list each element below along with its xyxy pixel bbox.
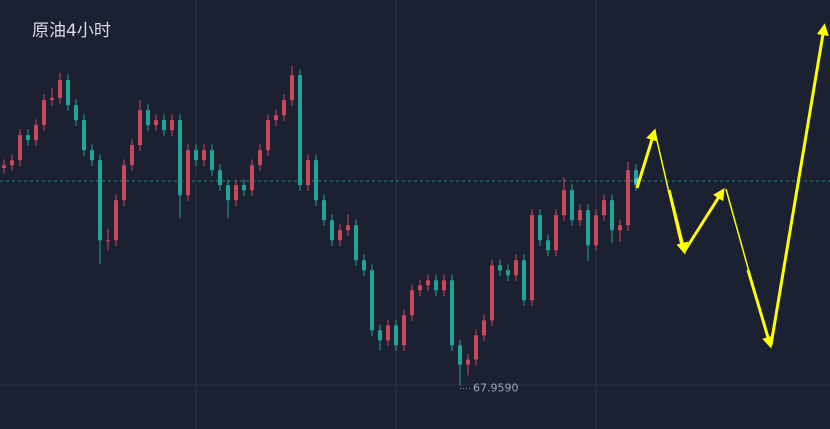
candle-body bbox=[322, 200, 326, 221]
candle-body bbox=[122, 165, 126, 201]
candle-body bbox=[298, 75, 302, 186]
candle-body bbox=[410, 290, 414, 316]
candle-body bbox=[362, 260, 366, 271]
candle-body bbox=[482, 320, 486, 336]
candle-body bbox=[634, 170, 638, 186]
candle-body bbox=[106, 240, 110, 242]
candle-body bbox=[226, 185, 230, 201]
candle-body bbox=[522, 260, 526, 301]
candle-body bbox=[234, 185, 238, 201]
candle-body bbox=[434, 280, 438, 291]
candle-body bbox=[98, 160, 102, 241]
candle-body bbox=[290, 75, 294, 101]
candle-body bbox=[2, 165, 6, 169]
candle-body bbox=[266, 120, 270, 151]
candle-body bbox=[346, 225, 350, 231]
candle-body bbox=[114, 200, 118, 241]
candle-body bbox=[50, 97, 54, 101]
candle-body bbox=[10, 160, 14, 166]
candle-body bbox=[442, 280, 446, 291]
candle-body bbox=[138, 110, 142, 146]
candle-body bbox=[90, 150, 94, 161]
candle-body bbox=[18, 135, 22, 161]
candle-body bbox=[330, 220, 334, 241]
candles bbox=[2, 65, 638, 386]
candle-body bbox=[242, 185, 246, 191]
candle-body bbox=[578, 210, 582, 221]
candle-body bbox=[66, 80, 70, 106]
forecast-arrows bbox=[635, 23, 829, 349]
candle-body bbox=[586, 210, 590, 246]
candle-body bbox=[378, 330, 382, 341]
candle-body bbox=[538, 215, 542, 241]
candle-body bbox=[530, 215, 534, 301]
candle-body bbox=[210, 150, 214, 171]
candle-body bbox=[426, 280, 430, 286]
candle-body bbox=[514, 260, 518, 276]
candle-body bbox=[490, 265, 494, 321]
candle-body bbox=[594, 215, 598, 246]
candle-body bbox=[34, 125, 38, 141]
candle-body bbox=[258, 150, 262, 166]
candle-body bbox=[194, 150, 198, 161]
candle-body bbox=[466, 359, 470, 365]
candle-body bbox=[338, 230, 342, 241]
candle-body bbox=[146, 110, 150, 126]
candle-body bbox=[602, 200, 606, 216]
candle-body bbox=[546, 240, 550, 251]
candle-body bbox=[202, 150, 206, 161]
candle-body bbox=[218, 170, 222, 186]
candle-body bbox=[418, 285, 422, 291]
candle-body bbox=[162, 120, 166, 131]
candle-body bbox=[250, 165, 254, 191]
candle-body bbox=[506, 270, 510, 276]
candle-body bbox=[26, 135, 30, 141]
candle-body bbox=[314, 160, 318, 201]
candle-body bbox=[562, 190, 566, 216]
candle-body bbox=[570, 190, 574, 221]
candle-body bbox=[74, 105, 78, 121]
candle-body bbox=[386, 325, 390, 341]
candle-body bbox=[626, 170, 630, 226]
candle-body bbox=[130, 145, 134, 166]
candle-body bbox=[402, 315, 406, 346]
candle-body bbox=[282, 100, 286, 116]
candle-body bbox=[154, 120, 158, 126]
candle-body bbox=[474, 335, 478, 360]
candle-body bbox=[618, 225, 622, 231]
min-label: 67.9590 bbox=[473, 381, 519, 394]
candle-body bbox=[610, 200, 614, 231]
candle-body bbox=[178, 120, 182, 196]
candle-body bbox=[394, 325, 398, 346]
candle-body bbox=[498, 265, 502, 271]
candle-body bbox=[554, 215, 558, 251]
candle-body bbox=[186, 150, 190, 196]
candle-body bbox=[170, 120, 174, 131]
candle-body bbox=[450, 280, 454, 346]
chart-title: 原油4小时 bbox=[32, 21, 111, 41]
candle-body bbox=[42, 100, 46, 126]
candle-body bbox=[274, 115, 278, 121]
candle-body bbox=[458, 345, 462, 365]
candle-body bbox=[354, 225, 358, 261]
candle-body bbox=[370, 270, 374, 331]
candle-body bbox=[306, 160, 310, 186]
candle-body bbox=[82, 120, 86, 151]
candle-body bbox=[58, 80, 62, 98]
